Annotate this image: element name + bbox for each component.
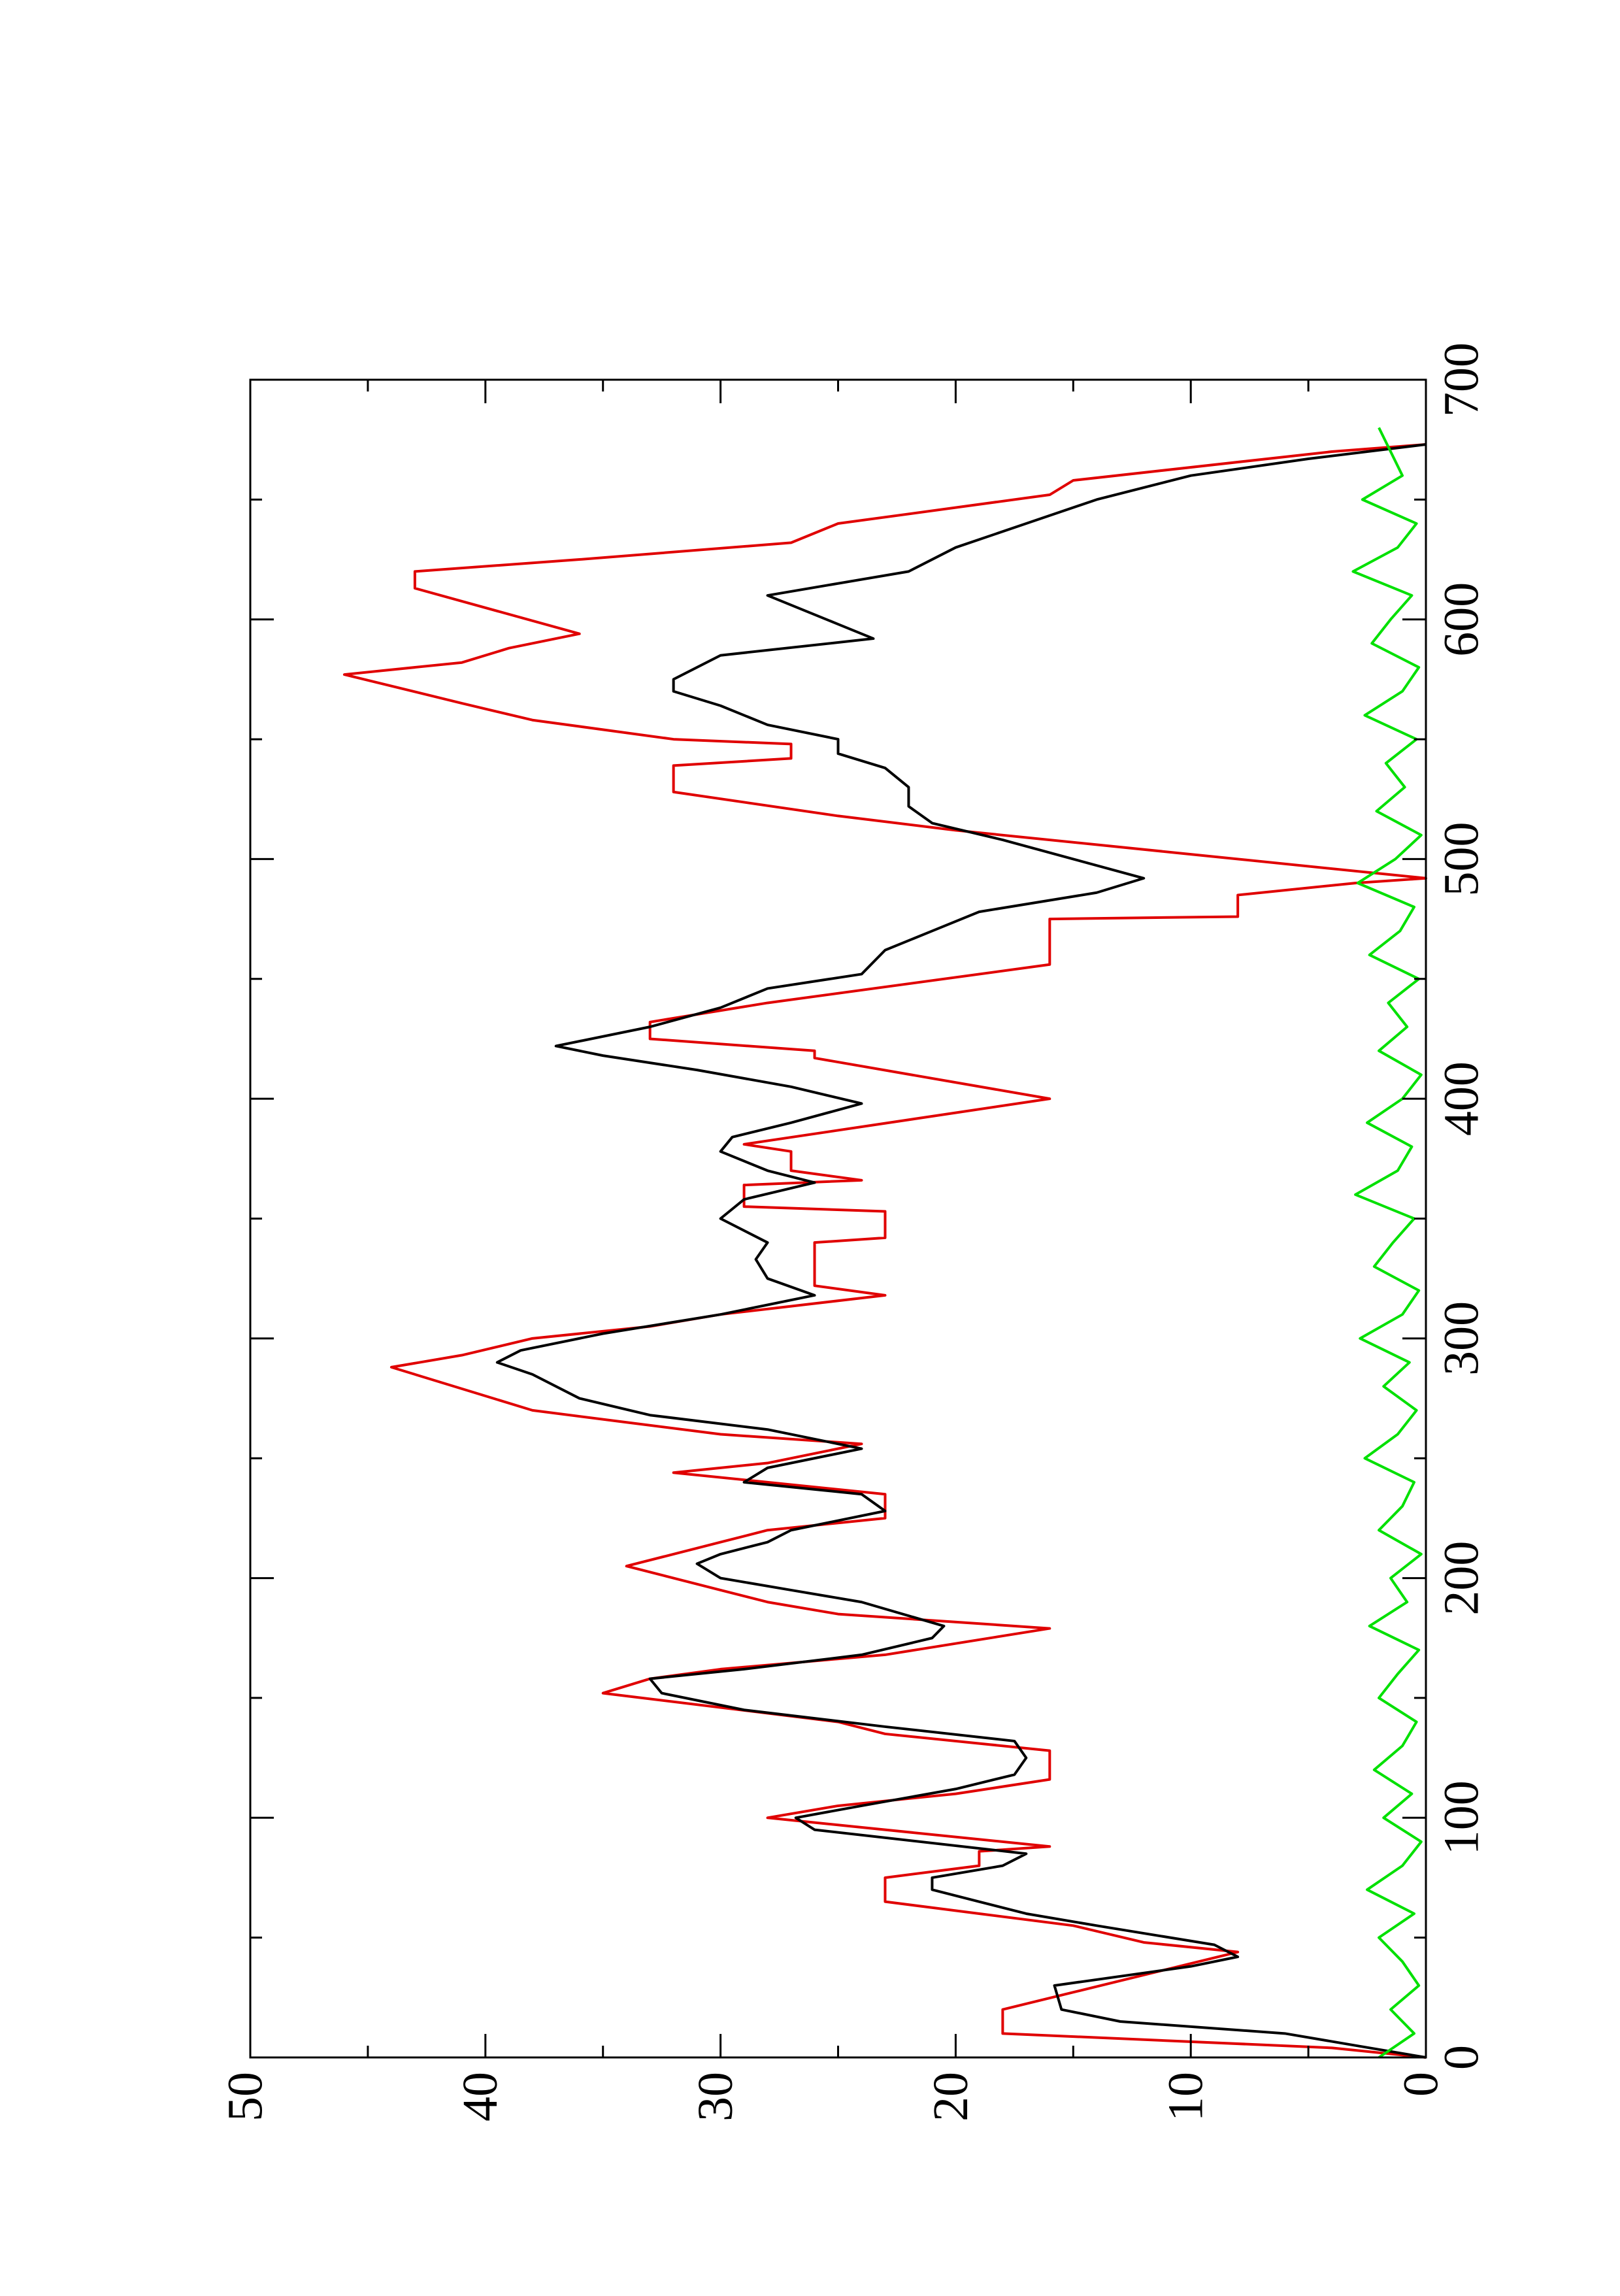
x-tick-label: 200 (1434, 1541, 1489, 1616)
y-tick-label: 10 (1159, 2072, 1214, 2121)
x-tick-label: 300 (1434, 1301, 1489, 1376)
y-tick-label: 30 (688, 2072, 743, 2121)
series-line (1351, 427, 1423, 2059)
series-line (495, 443, 1427, 2059)
x-tick-label: 400 (1434, 1061, 1489, 1136)
x-tick-label: 100 (1434, 1780, 1489, 1855)
y-tick-label: 40 (453, 2072, 508, 2121)
series-line (342, 443, 1427, 2059)
x-tick-label: 700 (1434, 342, 1489, 417)
y-tick-label: 50 (218, 2072, 273, 2121)
x-tick-label: 600 (1434, 582, 1489, 657)
plot-area: 0 100 200 300 400 500 600 700 0 10 20 30 40 50 (218, 342, 1489, 2121)
y-tick-label: 20 (923, 2072, 978, 2121)
x-tick-label: 0 (1434, 2045, 1489, 2070)
x-tick-label: 500 (1434, 822, 1489, 896)
y-tick-label: 0 (1393, 2072, 1448, 2097)
